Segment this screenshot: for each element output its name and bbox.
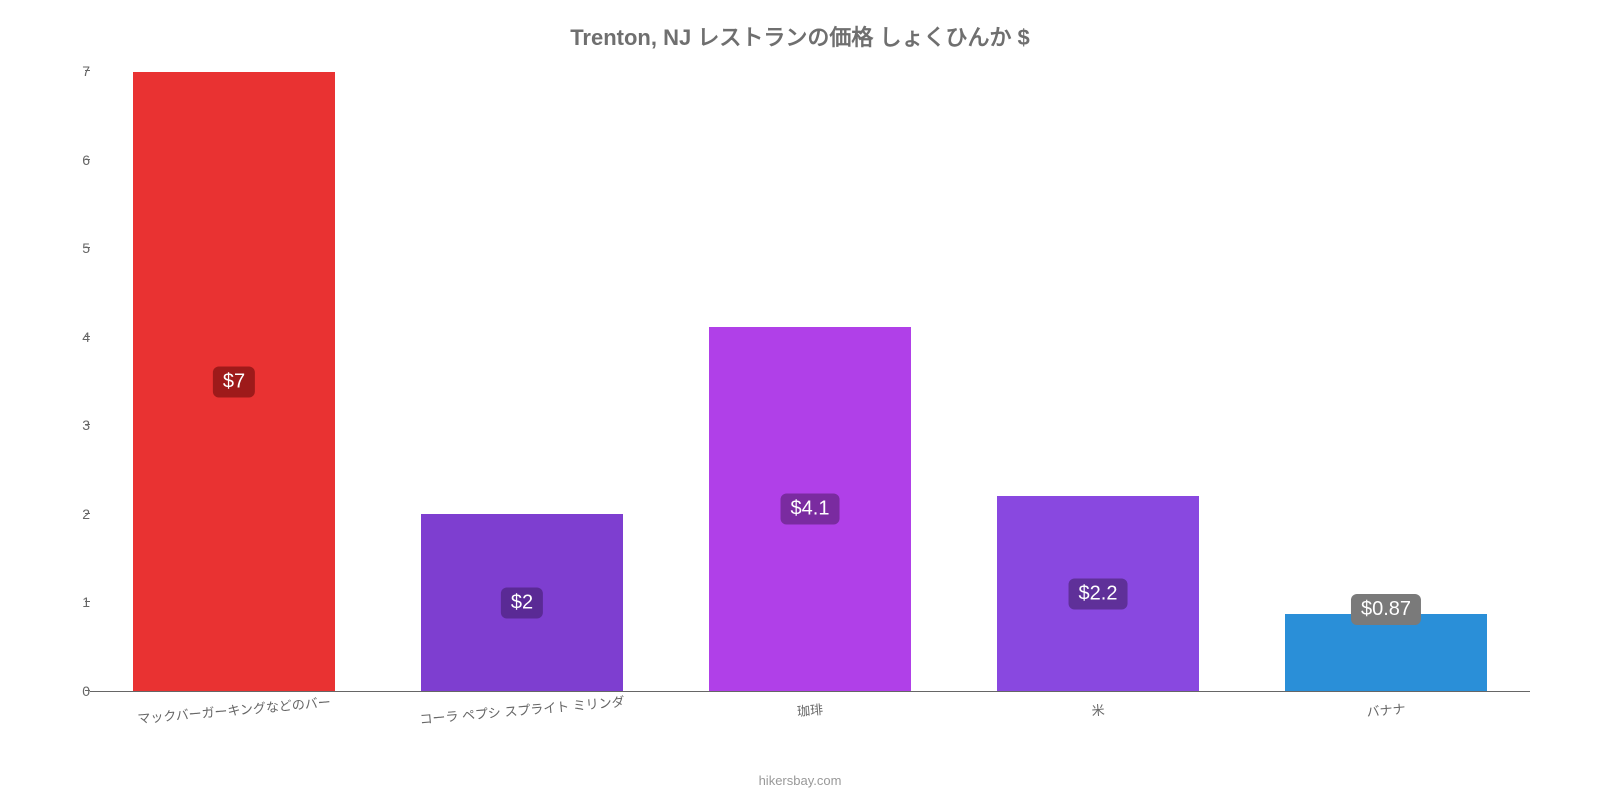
bar-group: $2.2 bbox=[954, 72, 1242, 691]
y-tick bbox=[85, 601, 90, 602]
x-label: コーラ ペプシ スプライト ミリンダ bbox=[378, 687, 667, 731]
bar-group: $0.87 bbox=[1242, 72, 1530, 691]
plot-area: $7$2$4.1$2.2$0.87 01234567 bbox=[90, 72, 1530, 692]
x-label: バナナ bbox=[1242, 687, 1531, 731]
y-tick-label: 4 bbox=[70, 329, 90, 345]
bar: $2 bbox=[421, 514, 623, 691]
chart-caption: hikersbay.com bbox=[759, 773, 842, 788]
y-tick bbox=[85, 159, 90, 160]
bar-group: $4.1 bbox=[666, 72, 954, 691]
y-tick-label: 3 bbox=[70, 417, 90, 433]
y-tick bbox=[85, 336, 90, 337]
bar-group: $2 bbox=[378, 72, 666, 691]
value-badge: $4.1 bbox=[781, 493, 840, 524]
x-label: マックバーガーキングなどのバー bbox=[90, 687, 379, 731]
x-label: 米 bbox=[954, 687, 1243, 731]
x-labels: マックバーガーキングなどのバーコーラ ペプシ スプライト ミリンダ珈琲米バナナ bbox=[90, 700, 1530, 719]
bar: $0.87 bbox=[1285, 614, 1487, 691]
bar: $4.1 bbox=[709, 327, 911, 691]
value-badge: $2 bbox=[501, 587, 543, 618]
y-tick-label: 1 bbox=[70, 594, 90, 610]
y-tick-label: 7 bbox=[70, 63, 90, 79]
value-badge: $7 bbox=[213, 366, 255, 397]
chart-area: $7$2$4.1$2.2$0.87 01234567 マックバーガーキングなどの… bbox=[60, 72, 1580, 732]
y-tick-label: 0 bbox=[70, 683, 90, 699]
value-badge: $2.2 bbox=[1069, 578, 1128, 609]
bar: $7 bbox=[133, 72, 335, 691]
bars-container: $7 $2 $4.1 $2.2 $0.87 bbox=[90, 72, 1530, 691]
value-badge: $0.87 bbox=[1351, 594, 1421, 625]
y-tick-label: 6 bbox=[70, 152, 90, 168]
y-tick-label: 2 bbox=[70, 506, 90, 522]
bar-group: $7 bbox=[90, 72, 378, 691]
y-tick bbox=[85, 247, 90, 248]
x-label: 珈琲 bbox=[666, 687, 955, 731]
y-tick bbox=[85, 513, 90, 514]
bar: $2.2 bbox=[997, 496, 1199, 691]
y-tick-label: 5 bbox=[70, 240, 90, 256]
y-tick bbox=[85, 424, 90, 425]
y-tick bbox=[85, 70, 90, 71]
chart-title: Trenton, NJ レストランの価格 しょくひんか $ bbox=[40, 20, 1560, 52]
y-tick bbox=[85, 690, 90, 691]
